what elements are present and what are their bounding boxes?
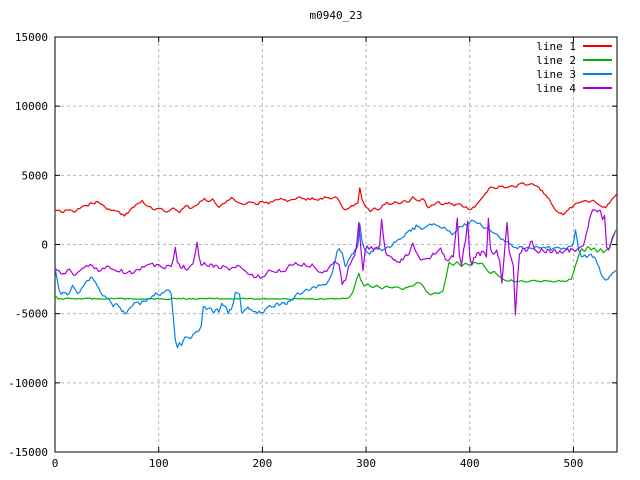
legend-label: line 2 [536,53,576,67]
y-tick-label: -15000 [8,446,48,459]
legend-label: line 4 [536,81,576,95]
chart-title: m0940_23 [309,9,363,22]
legend: line 1 line 2 line 3 line 4 [536,39,612,95]
legend-item-line-4: line 4 [536,81,612,95]
y-tick-label: 15000 [15,31,48,44]
legend-line-sample [583,45,612,47]
y-tick-label: 10000 [15,100,48,113]
x-tick-label: 0 [52,457,59,470]
legend-label: line 1 [536,39,576,53]
legend-label: line 3 [536,67,576,81]
legend-line-sample [583,73,612,75]
x-tick-label: 400 [460,457,480,470]
series-line-1 [55,182,617,217]
legend-line-sample [583,87,612,89]
legend-item-line-3: line 3 [536,67,612,81]
y-tick-label: 5000 [22,169,49,182]
series-line-3 [55,219,617,349]
y-tick-label: 0 [41,239,48,252]
x-tick-label: 300 [356,457,376,470]
y-tick-label: -10000 [8,377,48,390]
x-tick-label: 200 [252,457,272,470]
legend-item-line-2: line 2 [536,53,612,67]
x-tick-label: 100 [149,457,169,470]
x-tick-label: 500 [564,457,584,470]
series-line-4 [55,209,616,316]
legend-item-line-1: line 1 [536,39,612,53]
legend-line-sample [583,59,612,61]
y-tick-label: -5000 [15,308,48,321]
